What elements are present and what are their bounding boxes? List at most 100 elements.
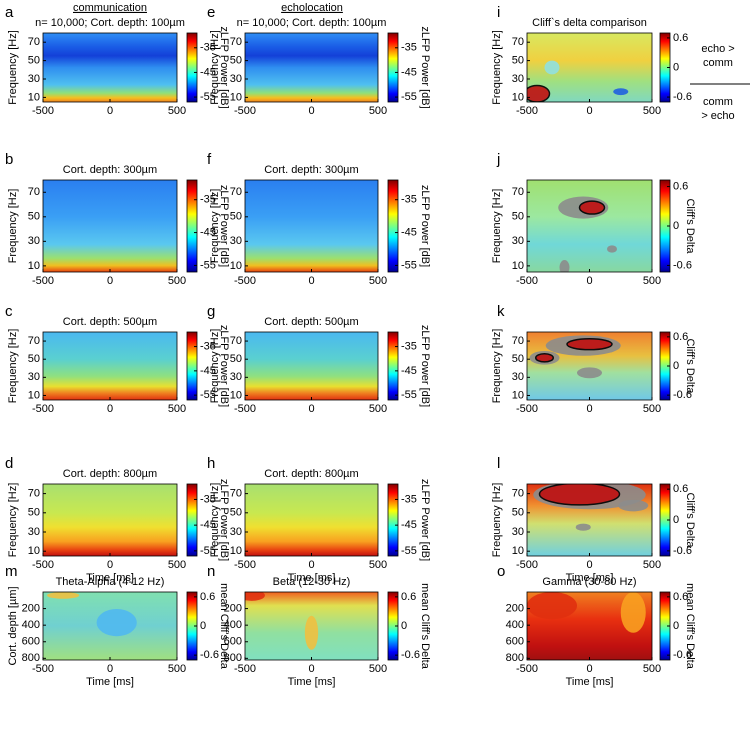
colorbar-label: zLFP Power [dB] (218, 325, 230, 407)
y-tick-label: 800 (22, 652, 40, 664)
y-axis-label: Frequency [Hz] (7, 483, 19, 558)
colorbar-label: Cliff's Delta (684, 338, 696, 394)
colorbar (186, 179, 198, 273)
colorbar-label: mean Cliff's Delta (419, 583, 431, 670)
panel-letter: o (497, 563, 505, 580)
colorbar-tick-label: -55 (401, 91, 417, 103)
x-tick-label: -500 (234, 663, 256, 675)
colorbar-tick-label: -55 (200, 259, 216, 271)
x-tick-label: 500 (168, 663, 186, 675)
x-tick-label: -500 (234, 105, 256, 117)
colorbar-tick-label: -35 (200, 194, 216, 206)
panel-title: Cort. depth: 800µm (63, 468, 157, 480)
colorbar (387, 32, 399, 103)
heatmap-image (43, 332, 177, 400)
column-title: echolocation (281, 2, 343, 14)
y-tick-label: 30 (28, 526, 40, 538)
colorbar-tick-label: 0.6 (401, 591, 416, 603)
y-tick-label: 70 (512, 36, 524, 48)
x-tick-label: 0 (586, 275, 592, 287)
y-axis-label: Frequency [Hz] (209, 483, 221, 558)
y-tick-label: 10 (28, 545, 40, 557)
y-tick-label: 30 (28, 73, 40, 85)
x-tick-label: -500 (32, 403, 54, 415)
x-tick-label: -500 (516, 663, 538, 675)
heatmap-image (245, 484, 378, 556)
panel-title: Theta-Alpha (4-12 Hz) (56, 576, 165, 588)
colorbar-tick-label: 0.6 (673, 591, 688, 603)
x-tick-label: -500 (516, 403, 538, 415)
x-tick-label: 500 (168, 275, 186, 287)
x-tick-label: -500 (516, 559, 538, 571)
heatmap-cluster (527, 592, 577, 620)
colorbar-label: zLFP Power [dB] (218, 479, 230, 561)
colorbar-tick-label: 0.6 (673, 180, 688, 192)
y-axis-label: Frequency [Hz] (491, 189, 503, 264)
y-tick-label: 30 (512, 235, 524, 247)
colorbar-tick-label: -45 (200, 66, 216, 78)
colorbar-tick-label: -0.6 (200, 649, 219, 661)
y-tick-label: 70 (230, 488, 242, 500)
colorbar-tick-label: -35 (401, 42, 417, 54)
y-tick-label: 600 (506, 636, 524, 648)
colorbar-tick-label: -0.6 (673, 91, 692, 103)
panel-title: Cort. depth: 800µm (264, 468, 358, 480)
colorbar-label: zLFP Power [dB] (419, 479, 431, 561)
heatmap-cluster (620, 592, 646, 633)
panel-letter: j (496, 151, 500, 168)
colorbar-tick-label: -55 (200, 545, 216, 557)
y-tick-label: 30 (230, 526, 242, 538)
y-tick-label: 30 (230, 73, 242, 85)
x-tick-label: -500 (234, 559, 256, 571)
panel-title: n= 10,000; Cort. depth: 100µm (35, 17, 185, 29)
colorbar-tick-label: 0.6 (673, 483, 688, 495)
x-tick-label: -500 (32, 559, 54, 571)
colorbar-tick-label: 0 (673, 514, 679, 526)
x-tick-label: 0 (308, 663, 314, 675)
colorbar (387, 331, 399, 401)
colorbar-tick-label: -55 (401, 259, 417, 271)
panel-title: Cort. depth: 500µm (264, 316, 358, 328)
x-tick-label: 0 (586, 559, 592, 571)
y-tick-label: 70 (28, 335, 40, 347)
x-tick-label: 0 (107, 663, 113, 675)
y-axis-label: Cort. depth [µm] (7, 586, 19, 665)
colorbar-tick-label: -45 (200, 519, 216, 531)
heatmap (43, 484, 177, 556)
colorbar-tick-label: -35 (401, 493, 417, 505)
panel-letter: f (207, 151, 212, 168)
y-tick-label: 800 (506, 652, 524, 664)
x-tick-label: 0 (586, 105, 592, 117)
x-tick-label: -500 (516, 275, 538, 287)
column-title: communication (73, 2, 147, 14)
heatmap-cluster (618, 499, 649, 512)
heatmap (245, 332, 378, 400)
y-tick-label: 400 (224, 619, 242, 631)
heatmap-image (245, 33, 378, 102)
heatmap-cluster (96, 609, 137, 637)
y-axis-label: Frequency [Hz] (7, 329, 19, 404)
x-axis-label: Time [ms] (86, 676, 134, 688)
colorbar-tick-label: 0.6 (673, 32, 688, 44)
x-tick-label: 500 (643, 403, 661, 415)
y-tick-label: 70 (28, 488, 40, 500)
y-tick-label: 200 (224, 602, 242, 614)
colorbar-tick-label: -45 (401, 519, 417, 531)
x-tick-label: -500 (32, 663, 54, 675)
y-tick-label: 30 (230, 235, 242, 247)
y-tick-label: 800 (224, 652, 242, 664)
heatmap (527, 180, 652, 272)
panel-letter: n (207, 563, 215, 580)
colorbar-label: Cliff's Delta (684, 198, 696, 254)
annotation: > echo (701, 110, 734, 122)
colorbar-tick-label: -45 (200, 365, 216, 377)
y-tick-label: 70 (512, 488, 524, 500)
y-axis-label: Frequency [Hz] (491, 329, 503, 404)
heatmap-image (245, 180, 378, 272)
colorbar-tick-label: -55 (401, 389, 417, 401)
y-tick-label: 10 (230, 389, 242, 401)
panel-letter: a (5, 4, 14, 21)
y-tick-label: 600 (22, 636, 40, 648)
y-tick-label: 70 (512, 335, 524, 347)
